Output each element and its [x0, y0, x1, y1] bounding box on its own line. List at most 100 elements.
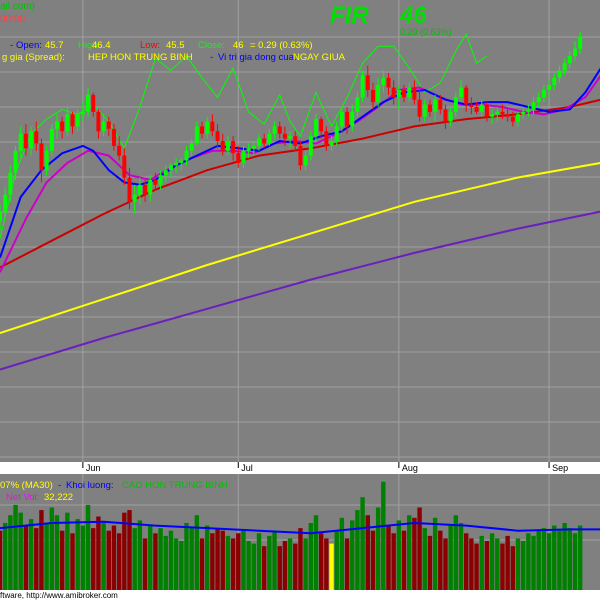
volume-bar	[246, 541, 251, 590]
volume-bar	[153, 533, 158, 590]
volume-bar	[158, 528, 163, 590]
candle-body	[324, 131, 329, 146]
candle-body	[407, 87, 412, 98]
volume-bar	[344, 538, 350, 590]
volume-bar	[0, 530, 3, 590]
volume-bar	[541, 528, 547, 590]
candle-body	[111, 128, 116, 146]
volume-bar	[163, 535, 168, 590]
candle-body	[29, 131, 34, 149]
volume-bar	[350, 520, 355, 590]
candle-body	[386, 77, 391, 88]
candle-body	[536, 97, 541, 103]
volume-bar	[34, 528, 39, 590]
volume-bar	[18, 512, 23, 590]
volume-bar	[438, 530, 443, 590]
candle-body	[370, 89, 375, 103]
candle-body	[184, 150, 189, 161]
volume-bar	[531, 535, 536, 590]
candle-body	[70, 114, 75, 127]
volume-value: CAO HON TRUNG BINH	[122, 480, 228, 491]
x-axis-ticks: Jun Jul Aug Sep	[82, 462, 568, 473]
volume-bar	[572, 533, 578, 590]
volume-bar	[313, 515, 319, 590]
volume-bar	[422, 528, 427, 590]
spread-label: g gia (Spread):	[2, 52, 65, 63]
volume-bar	[407, 515, 412, 590]
candle-body	[122, 155, 127, 178]
volume-bar	[360, 497, 365, 590]
candle-body	[65, 114, 70, 132]
price-panel-background	[0, 0, 600, 462]
candle-body	[148, 179, 153, 195]
candle-body	[391, 87, 396, 98]
candle-body	[210, 121, 215, 132]
close-value: 46	[233, 40, 244, 51]
candle-body	[557, 70, 562, 78]
candle-body	[365, 75, 370, 90]
volume-bar	[287, 538, 293, 590]
candle-body	[163, 170, 168, 176]
candle-body	[334, 126, 339, 142]
candle-body	[34, 131, 39, 144]
volume-bar	[427, 535, 433, 590]
volume-bar	[179, 541, 184, 590]
candle-body	[127, 177, 132, 202]
candle-body	[241, 150, 246, 163]
candle-body	[288, 136, 293, 139]
candle-body	[106, 121, 111, 129]
volume-bar	[75, 519, 80, 590]
volume-bar	[205, 525, 210, 590]
candle-body	[521, 111, 526, 115]
candle-body	[490, 114, 495, 117]
candle-body	[433, 99, 438, 112]
candle-body	[474, 106, 479, 112]
candle-body	[143, 184, 148, 195]
volume-ma-text: 07% (MA30)	[0, 480, 53, 491]
volume-bar	[220, 530, 225, 590]
candle-body	[179, 160, 184, 163]
volume-bar	[199, 538, 205, 590]
volume-bar	[391, 533, 396, 590]
volume-bar	[308, 522, 313, 590]
high-value: 46.4	[92, 40, 111, 51]
volume-bar	[189, 528, 194, 590]
candle-body	[355, 97, 360, 112]
volume-bar	[210, 533, 215, 590]
volume-bar	[111, 525, 117, 590]
volume-bar	[510, 546, 516, 590]
candle-body	[396, 89, 401, 98]
candle-body	[505, 114, 510, 117]
spread-value: HEP HON TRUNG BINH	[88, 52, 193, 63]
volume-bar	[8, 515, 13, 590]
volume-bar	[577, 525, 583, 590]
volume-bar	[474, 543, 479, 590]
ma-long-line	[0, 210, 600, 371]
candle-body	[231, 141, 236, 154]
candle-body	[267, 133, 272, 144]
volume-bar	[225, 535, 231, 590]
candle-body	[469, 104, 474, 107]
volume-bar	[520, 541, 526, 590]
volume-bar	[106, 530, 111, 590]
candle-body	[80, 111, 85, 115]
candle-body	[49, 128, 54, 151]
volume-bar	[552, 525, 557, 590]
candle-body	[3, 194, 8, 212]
volume-bar	[96, 516, 101, 590]
candle-body	[516, 114, 520, 122]
volume-bar	[386, 525, 391, 590]
high-label: High:	[78, 40, 100, 51]
candle-body	[427, 104, 432, 112]
volume-bar	[91, 528, 96, 590]
candle-body	[484, 104, 489, 117]
volume-bar	[515, 538, 521, 590]
last-price: 46	[399, 2, 427, 29]
ma-slow-line	[0, 162, 600, 335]
candle-body	[464, 87, 469, 105]
volume-bar	[267, 535, 272, 590]
volume-bullet: -	[58, 480, 61, 491]
volume-bar	[272, 530, 277, 590]
candle-body	[350, 111, 355, 127]
